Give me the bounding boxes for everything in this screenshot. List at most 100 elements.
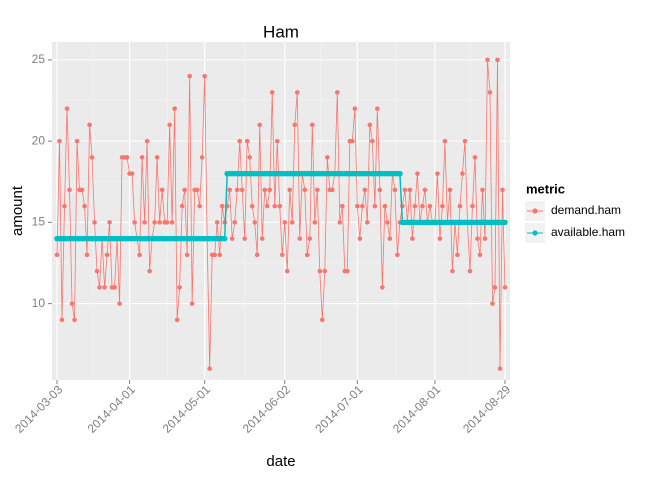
panel	[52, 42, 510, 380]
data-point	[337, 220, 343, 225]
data-point	[212, 252, 217, 258]
y-tick-label: 15	[32, 215, 46, 229]
data-point	[395, 252, 400, 258]
data-point	[179, 203, 185, 209]
data-point	[350, 138, 355, 144]
x-axis-label: date	[266, 453, 295, 470]
data-point	[59, 317, 65, 323]
data-point	[139, 155, 145, 160]
data-point	[89, 155, 95, 160]
data-point	[490, 301, 495, 306]
data-point	[477, 252, 483, 258]
data-point	[259, 236, 265, 241]
data-point	[487, 90, 493, 95]
data-point	[267, 187, 273, 193]
data-point	[330, 187, 335, 193]
data-point	[345, 268, 350, 274]
data-point	[387, 236, 393, 241]
data-point	[355, 203, 360, 209]
data-point	[289, 220, 295, 225]
data-point	[482, 236, 488, 241]
data-point	[447, 187, 453, 193]
data-point	[144, 138, 150, 144]
data-point	[184, 252, 190, 258]
legend-point	[532, 208, 538, 214]
data-point	[402, 187, 408, 193]
data-point	[229, 236, 235, 241]
data-point	[254, 252, 260, 258]
data-point	[392, 187, 398, 193]
x-tick-label: 2014-08-29	[460, 382, 514, 436]
chart-title: Ham	[263, 22, 299, 41]
data-point	[64, 106, 70, 111]
data-point	[377, 187, 383, 193]
data-point	[262, 187, 268, 193]
data-point	[257, 122, 263, 128]
data-point	[169, 220, 175, 225]
data-point	[214, 220, 220, 225]
data-point	[462, 138, 468, 144]
data-point	[420, 203, 425, 209]
data-point	[380, 285, 385, 290]
data-point	[302, 187, 308, 193]
data-point	[360, 203, 365, 209]
data-point	[147, 268, 152, 274]
data-point	[142, 220, 147, 225]
data-point	[174, 317, 180, 323]
data-point	[397, 170, 403, 177]
data-point	[435, 171, 440, 176]
data-point	[437, 236, 443, 241]
data-point	[54, 252, 60, 258]
data-point	[495, 57, 500, 63]
data-point	[57, 138, 62, 144]
data-point	[87, 122, 92, 128]
data-point	[189, 301, 195, 306]
data-point	[237, 138, 243, 144]
data-point	[92, 220, 97, 225]
data-point	[194, 187, 200, 193]
data-point	[460, 171, 465, 176]
data-point	[415, 171, 420, 176]
data-point	[269, 90, 275, 95]
data-point	[167, 122, 172, 128]
data-point	[287, 187, 293, 193]
data-point	[367, 122, 373, 128]
data-point	[500, 187, 505, 193]
data-point	[277, 203, 283, 209]
data-point	[107, 220, 112, 225]
data-point	[442, 138, 448, 144]
data-point	[197, 203, 202, 209]
data-point	[370, 138, 375, 144]
data-point	[457, 203, 463, 209]
data-point	[217, 252, 222, 258]
data-point	[352, 106, 358, 111]
y-axis-label: amount	[9, 185, 26, 236]
data-point	[202, 73, 207, 79]
data-point	[227, 187, 232, 193]
legend-label: available.ham	[551, 225, 625, 239]
data-point	[475, 236, 480, 241]
data-point	[502, 285, 508, 290]
data-point	[292, 122, 298, 128]
data-point	[247, 155, 253, 160]
data-point	[325, 155, 330, 160]
data-point	[385, 220, 390, 225]
data-point	[94, 268, 100, 274]
data-point	[357, 236, 363, 241]
data-point	[314, 187, 320, 193]
x-tick-label: 2014-08-01	[390, 382, 444, 436]
x-tick-label: 2014-06-02	[240, 382, 294, 436]
x-tick-label: 2014-03-03	[12, 382, 66, 436]
data-point	[124, 155, 130, 160]
legend-title: metric	[526, 181, 565, 196]
data-point	[480, 187, 485, 193]
data-point	[252, 220, 258, 225]
data-point	[232, 220, 237, 225]
data-point	[440, 203, 445, 209]
data-point	[412, 203, 418, 209]
data-point	[450, 268, 455, 274]
y-tick-label: 20	[32, 133, 46, 147]
data-point	[264, 203, 270, 209]
data-point	[322, 268, 328, 274]
data-point	[407, 187, 413, 193]
